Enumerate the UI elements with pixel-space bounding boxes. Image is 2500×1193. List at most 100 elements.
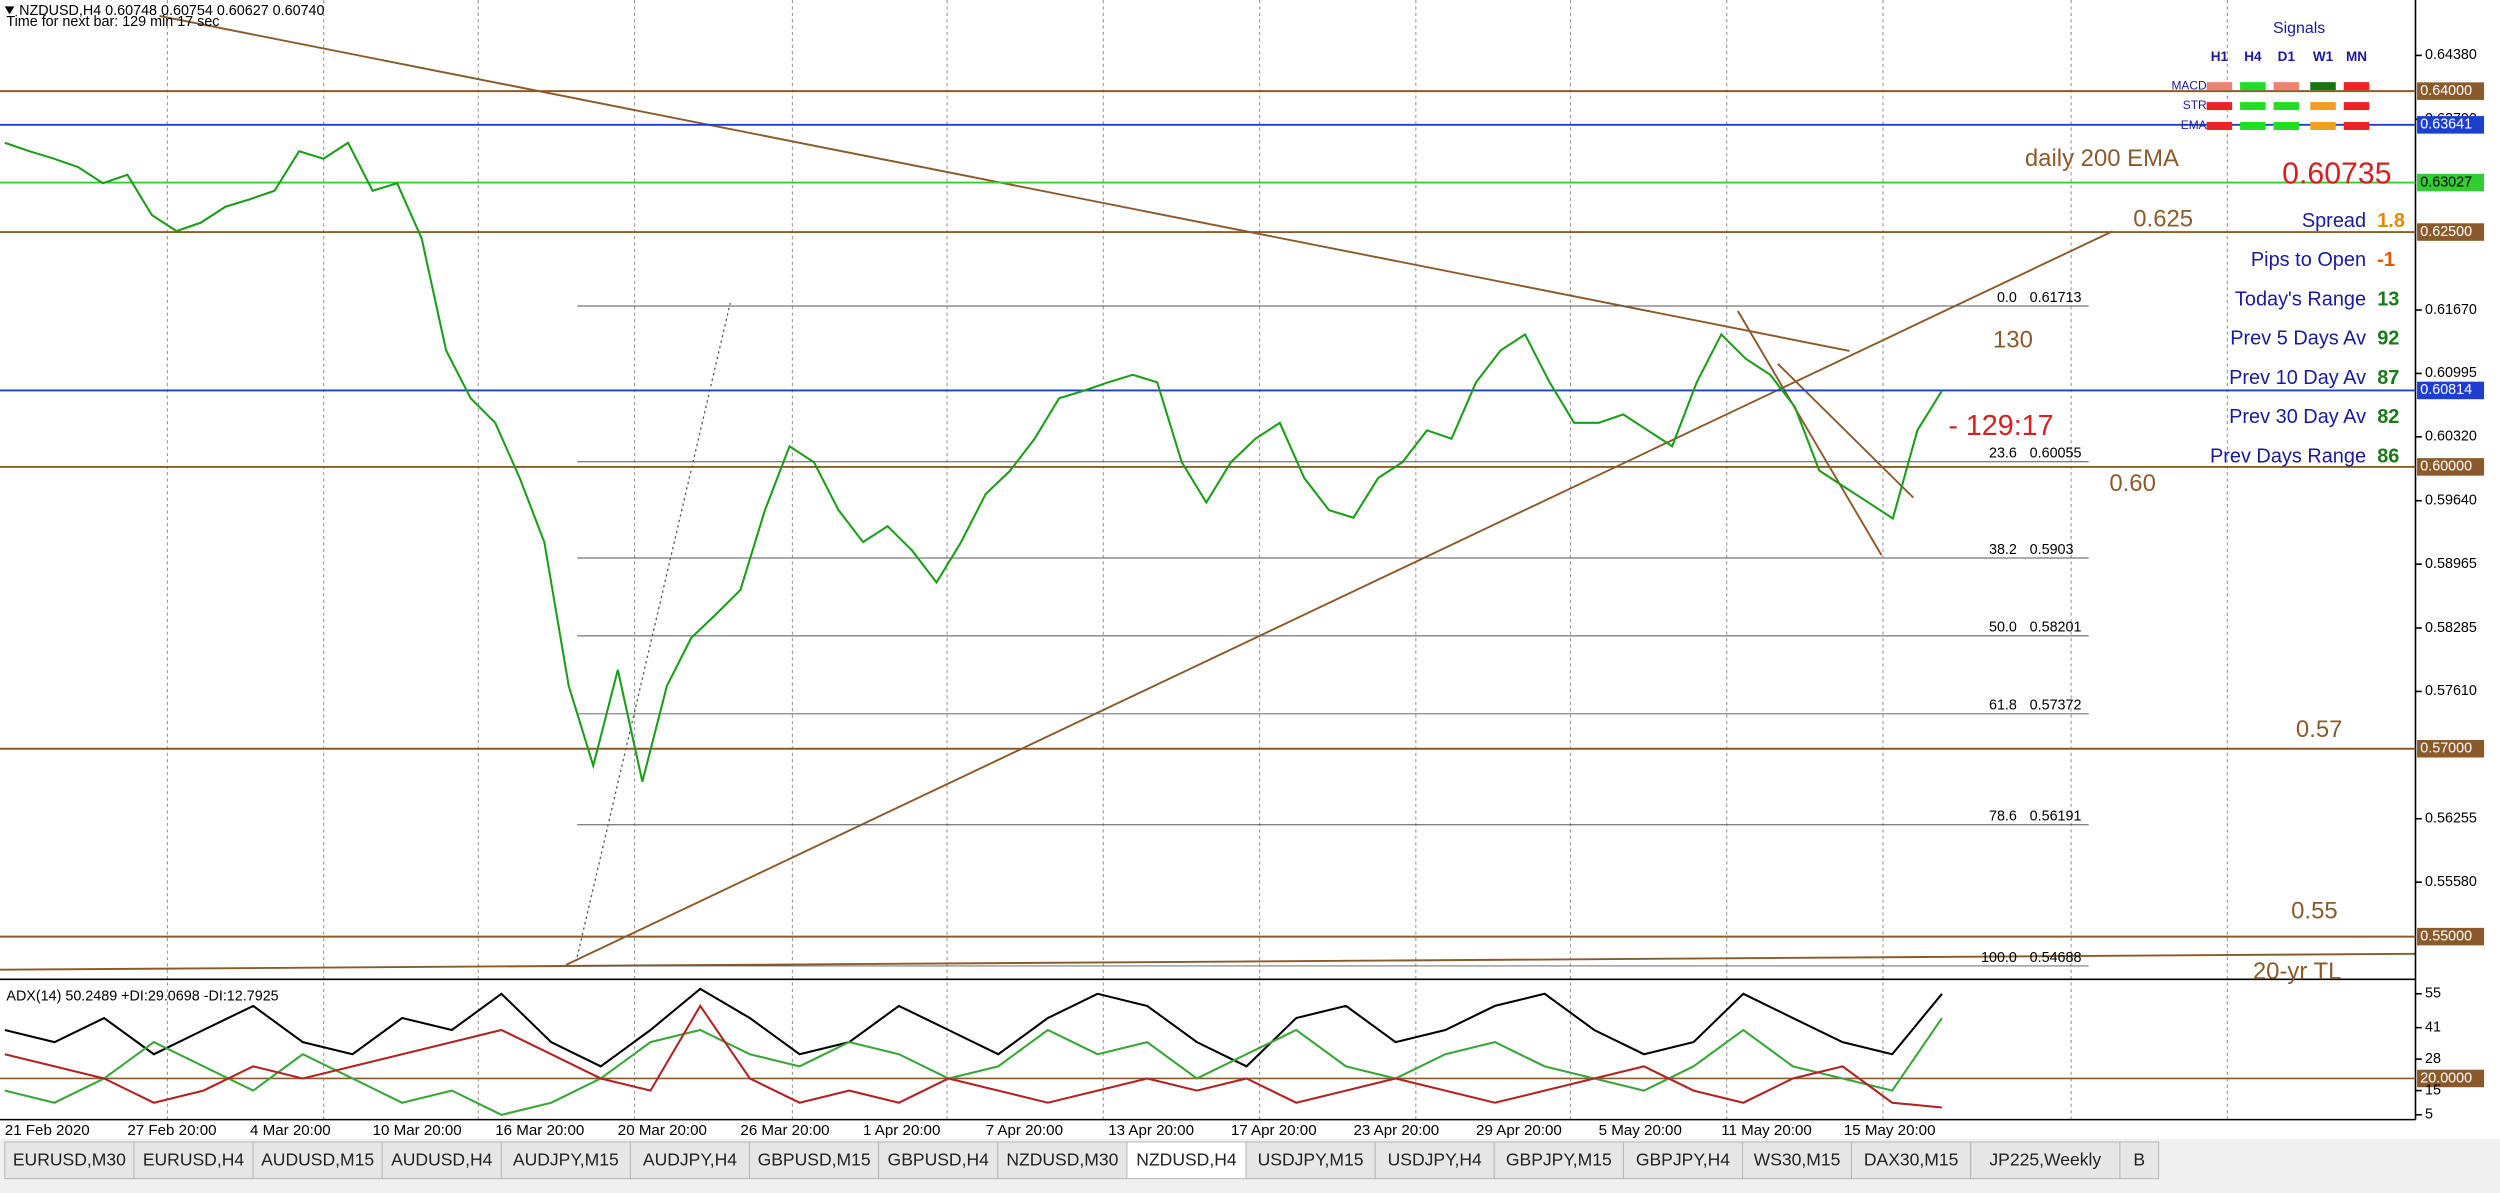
signal-column: H4 <box>2244 49 2262 64</box>
signal-row-label: EMA <box>2181 118 2207 132</box>
tab-label[interactable]: EURUSD,H4 <box>143 1150 245 1170</box>
tab-label[interactable]: B <box>2133 1150 2145 1170</box>
tab[interactable] <box>4 1141 135 1180</box>
tab-label[interactable]: WS30,M15 <box>1754 1150 1841 1170</box>
signal-row-label: STR <box>2183 98 2207 112</box>
info-value: 13 <box>2377 288 2399 310</box>
fib-ratio: 0.0 <box>1997 290 2017 306</box>
tab-label[interactable]: NZDUSD,H4 <box>1136 1150 1237 1170</box>
x-tick-label: 17 Apr 20:00 <box>1231 1122 1317 1139</box>
info-label: Prev 10 Day Av <box>2229 367 2366 389</box>
fib-price: 0.61713 <box>2030 290 2082 306</box>
tab[interactable] <box>878 1141 999 1180</box>
level-box <box>2417 739 2485 758</box>
level-box <box>2417 116 2485 134</box>
signal-row-label: MACD <box>2171 78 2207 92</box>
y-tick-label: 55 <box>2425 986 2441 1002</box>
y-tick-label: 0.57610 <box>2425 683 2477 699</box>
y-tick-label: 28 <box>2425 1051 2441 1067</box>
symbol-line: NZDUSD,H4 0.60748 0.60754 0.60627 0.6074… <box>19 3 324 19</box>
signal-cell <box>2240 122 2266 130</box>
x-tick-label: 4 Mar 20:00 <box>250 1122 331 1139</box>
level-label: 0.63027 <box>2420 174 2472 190</box>
tab-label[interactable]: GBPUSD,M15 <box>758 1150 871 1170</box>
level-box <box>2417 223 2485 241</box>
fib-price: 0.58201 <box>2030 620 2082 636</box>
signal-cell <box>2343 102 2370 111</box>
level-box <box>2417 381 2485 400</box>
info-value: 87 <box>2377 367 2399 389</box>
y-tick-label: 5 <box>2425 1107 2433 1123</box>
signal-cell <box>2343 122 2370 130</box>
info-value: -1 <box>2377 249 2395 271</box>
tab[interactable] <box>133 1141 254 1180</box>
tab-label[interactable]: EURUSD,M30 <box>13 1150 126 1170</box>
y-tick-label: 0.61670 <box>2425 302 2477 318</box>
time-grid <box>166 0 2228 1120</box>
signal-column: H1 <box>2211 49 2229 64</box>
chart-annotation: - 129:17 <box>1948 410 2053 442</box>
signal-cell <box>2343 82 2370 91</box>
signal-cell <box>2240 102 2266 111</box>
menu-arrow[interactable] <box>4 6 15 15</box>
y-tick-label: 0.60320 <box>2425 429 2477 445</box>
tab-label[interactable]: AUDJPY,M15 <box>513 1150 619 1170</box>
level-label: 0.64000 <box>2420 83 2472 99</box>
tab[interactable] <box>1622 1141 1743 1180</box>
x-tick-label: 26 Mar 20:00 <box>740 1122 829 1139</box>
data-line <box>4 1017 1943 1116</box>
x-tick-label: 7 Apr 20:00 <box>986 1122 1063 1139</box>
tab[interactable] <box>1245 1141 1376 1180</box>
x-tick-label: 15 May 20:00 <box>1844 1122 1936 1139</box>
chart-annotation: 0.60 <box>2109 470 2156 497</box>
tab-label[interactable]: NZDUSD,M30 <box>1006 1150 1118 1170</box>
level-label: 0.55000 <box>2420 928 2472 944</box>
tab[interactable] <box>749 1141 880 1180</box>
y-tick-label: 0.64380 <box>2425 47 2477 63</box>
fib-price: 0.5903 <box>2030 542 2074 558</box>
info-value: 92 <box>2377 328 2399 350</box>
chart-annotation: 0.57 <box>2296 716 2343 743</box>
tab[interactable] <box>997 1141 1128 1180</box>
tab[interactable] <box>1126 1141 1247 1180</box>
x-tick-label: 20 Mar 20:00 <box>618 1122 707 1139</box>
tab-label[interactable]: AUDJPY,H4 <box>643 1150 737 1170</box>
data-line <box>4 1003 1943 1109</box>
chart-annotation: 20-yr TL <box>2253 958 2342 985</box>
tab-label[interactable]: GBPJPY,M15 <box>1506 1150 1612 1170</box>
tab-label[interactable]: USDJPY,H4 <box>1388 1150 1482 1170</box>
info-label: Prev Days Range <box>2210 445 2366 467</box>
info-label: Prev 30 Day Av <box>2229 406 2366 428</box>
tab-label[interactable]: JP225,Weekly <box>1989 1150 2101 1170</box>
signal-cell <box>2206 102 2233 111</box>
tab[interactable] <box>1970 1141 2121 1180</box>
tab-label[interactable]: AUDUSD,M15 <box>261 1150 374 1170</box>
signals-title: Signals <box>2273 20 2325 37</box>
signal-cell <box>2310 122 2336 130</box>
data-line <box>4 987 1943 1068</box>
tab[interactable] <box>1374 1141 1495 1180</box>
level-box <box>2417 927 2485 946</box>
tab[interactable] <box>252 1141 383 1180</box>
tab[interactable] <box>500 1141 631 1180</box>
tab-label[interactable]: AUDUSD,H4 <box>391 1150 493 1170</box>
tab[interactable] <box>1851 1141 1972 1180</box>
tab-label[interactable]: GBPUSD,H4 <box>888 1150 990 1170</box>
tab[interactable] <box>629 1141 750 1180</box>
tab[interactable] <box>2119 1141 2160 1180</box>
fib-ratio: 38.2 <box>1989 542 2017 558</box>
info-label: Spread <box>2302 210 2366 232</box>
tab-label[interactable]: GBPJPY,H4 <box>1636 1150 1730 1170</box>
tab-label[interactable]: USDJPY,M15 <box>1258 1150 1364 1170</box>
chart-annotation: 0.55 <box>2291 898 2338 925</box>
tab-label[interactable]: DAX30,M15 <box>1864 1150 1959 1170</box>
info-label: Pips to Open <box>2251 249 2366 271</box>
signal-cell <box>2206 122 2233 130</box>
fib-ratio: 23.6 <box>1989 446 2017 462</box>
level-label: 0.60000 <box>2420 459 2472 475</box>
tab[interactable] <box>1742 1141 1853 1180</box>
signal-column: D1 <box>2278 49 2296 64</box>
chart-annotation: 130 <box>1993 327 2033 354</box>
